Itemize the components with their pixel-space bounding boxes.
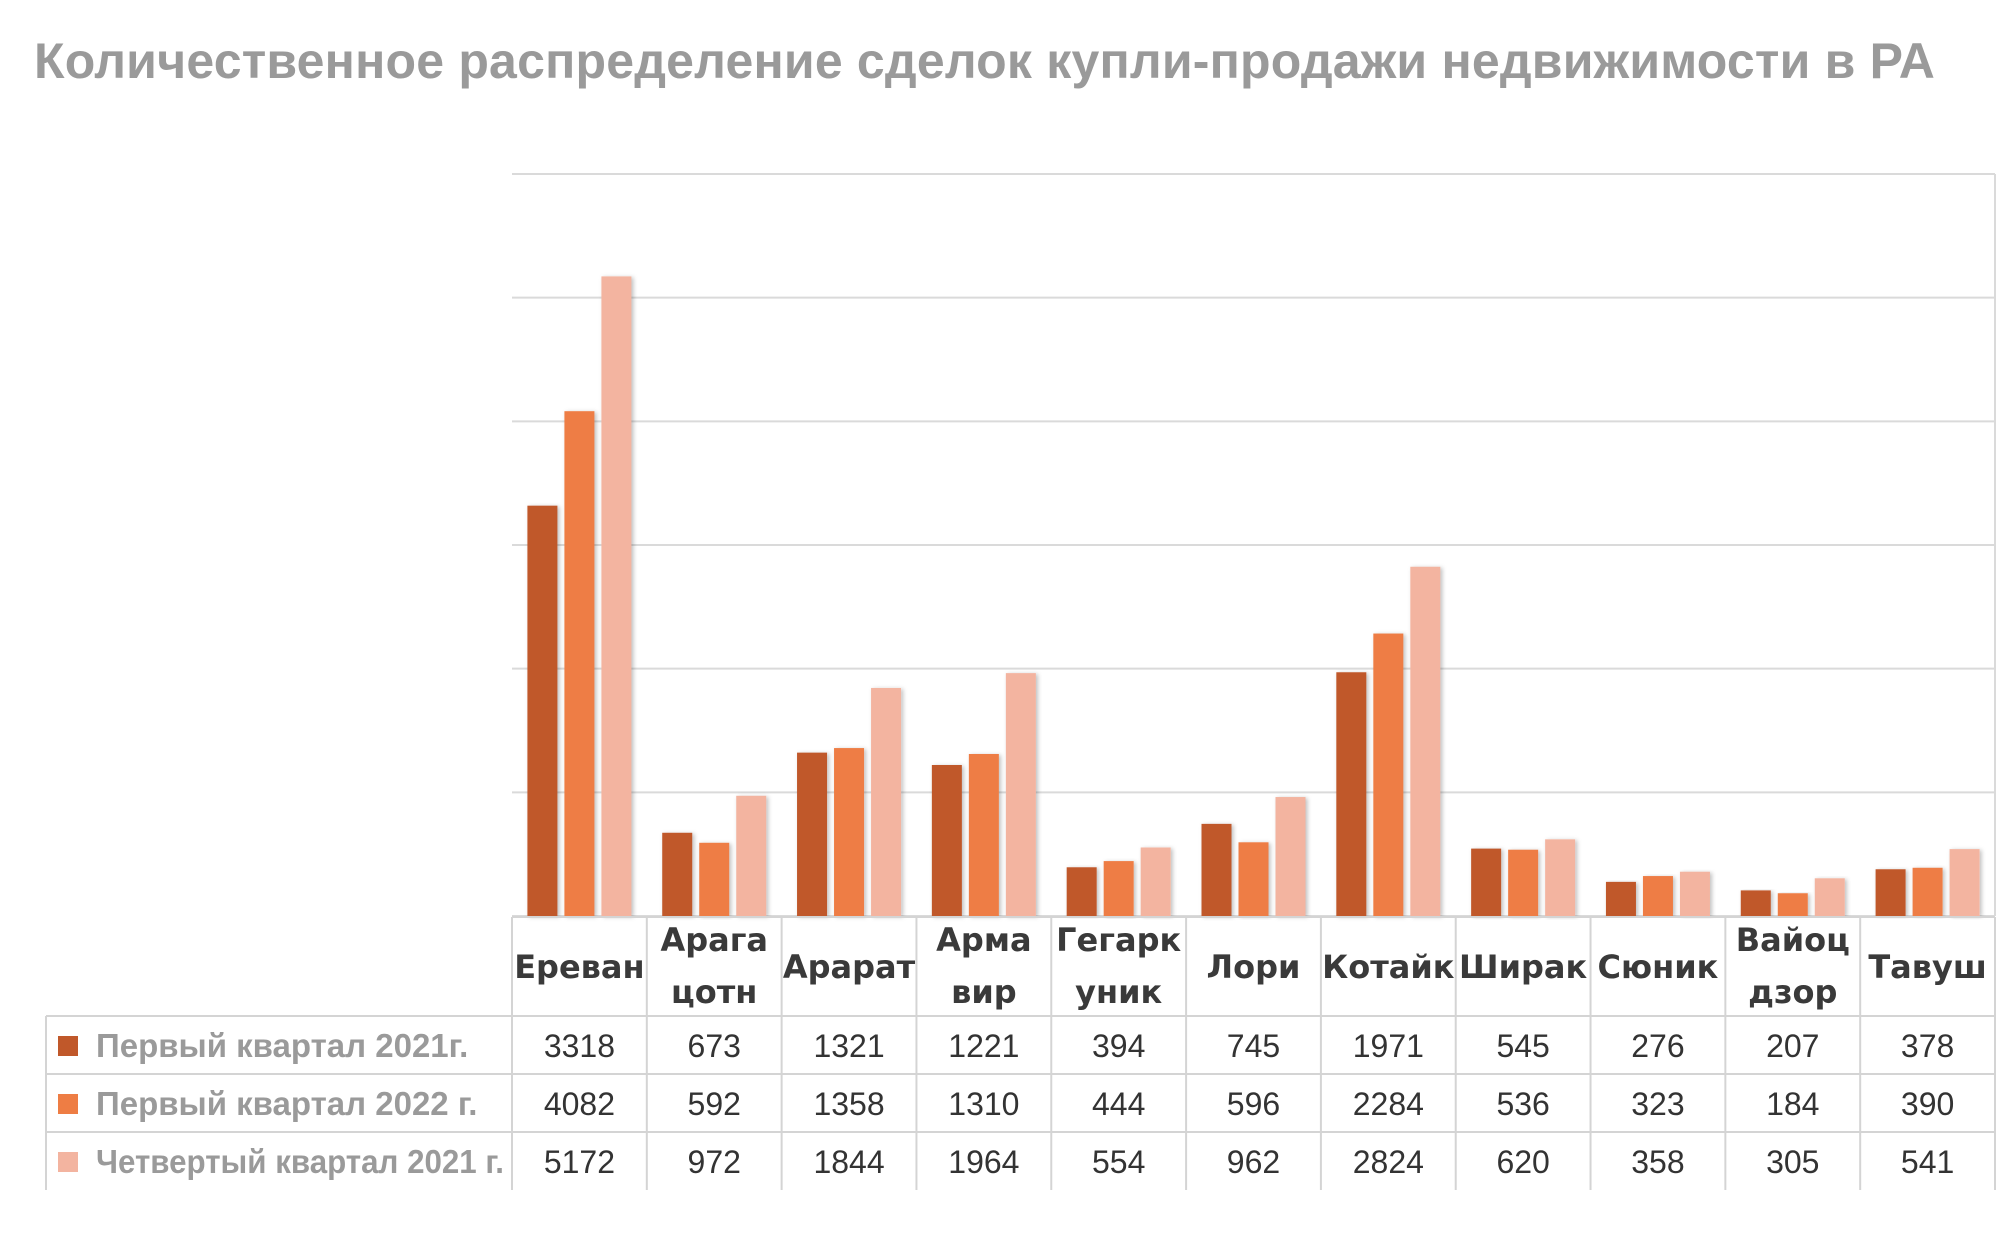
data-label: 358: [1631, 1144, 1684, 1180]
bar-series-3-11: [1949, 849, 1980, 916]
data-label: 1221: [948, 1028, 1019, 1064]
bar-series-3-7: [1410, 566, 1441, 916]
data-label: 541: [1901, 1144, 1954, 1180]
data-label: 207: [1766, 1028, 1819, 1064]
bar-series-3-2: [736, 795, 767, 916]
bar-series-1-4: [931, 765, 962, 916]
bar-series-1-10: [1740, 890, 1771, 916]
data-label: 1310: [948, 1086, 1019, 1122]
data-label: 1971: [1353, 1028, 1424, 1064]
bar-series-2-5: [1103, 861, 1134, 916]
data-label: 2284: [1353, 1086, 1424, 1122]
gridlines: [512, 173, 1996, 917]
bar-series-1-6: [1201, 823, 1232, 916]
data-label: 962: [1227, 1144, 1280, 1180]
bar-series-2-4: [968, 753, 999, 916]
data-label: 5172: [544, 1144, 615, 1180]
x-tick-label: Ереван: [514, 948, 644, 986]
legend-label: Первый квартал 2022 г.: [96, 1085, 477, 1122]
bar-series-1-5: [1066, 867, 1097, 916]
data-label: 390: [1901, 1086, 1954, 1122]
data-label: 2824: [1353, 1144, 1424, 1180]
bar-series-2-6: [1238, 842, 1269, 916]
bars: [527, 276, 1980, 916]
bar-series-1-11: [1875, 869, 1906, 916]
bar-series-3-8: [1545, 839, 1576, 916]
data-label: 620: [1496, 1144, 1549, 1180]
data-label: 1964: [948, 1144, 1019, 1180]
data-table: Ереван Арага цотн Арарат Арма вир Гегарк уник Ло…: [45, 916, 1996, 1190]
bar-series-1-7: [1336, 672, 1367, 916]
bar-series-3-4: [1005, 673, 1036, 916]
x-tick-label: Вайоц дзор: [1736, 921, 1850, 1011]
data-label: 305: [1766, 1144, 1819, 1180]
bar-series-2-7: [1373, 633, 1404, 916]
data-label: 673: [688, 1028, 741, 1064]
data-label: 972: [688, 1144, 741, 1180]
data-label: 378: [1901, 1028, 1954, 1064]
data-label: 536: [1496, 1086, 1549, 1122]
bar-series-1-9: [1605, 881, 1636, 916]
data-label: 1358: [813, 1086, 884, 1122]
x-tick-label: Лори: [1207, 948, 1301, 986]
x-tick-label: Сюник: [1598, 948, 1719, 986]
legend-swatch: [58, 1094, 78, 1114]
bar-series-3-5: [1140, 847, 1171, 916]
data-label: 276: [1631, 1028, 1684, 1064]
x-tick-label: Арарат: [783, 948, 916, 986]
data-label: 394: [1092, 1028, 1145, 1064]
bar-series-2-10: [1777, 893, 1808, 916]
data-label: 4082: [544, 1086, 615, 1122]
x-tick-label: Ширак: [1459, 948, 1587, 986]
data-label: 745: [1227, 1028, 1280, 1064]
data-label: 545: [1496, 1028, 1549, 1064]
data-label: 184: [1766, 1086, 1819, 1122]
data-label: 554: [1092, 1144, 1145, 1180]
bar-series-2-1: [564, 411, 595, 916]
data-label: 1844: [813, 1144, 884, 1180]
x-tick-label: Тавуш: [1868, 948, 1987, 986]
data-label: 3318: [544, 1028, 615, 1064]
bar-series-2-3: [834, 748, 865, 916]
bar-series-2-2: [699, 842, 730, 916]
x-tick-label: Котайк: [1322, 948, 1455, 986]
x-tick-label: Арма вир: [936, 921, 1031, 1011]
bar-series-3-9: [1679, 871, 1710, 916]
bar-series-2-11: [1912, 867, 1943, 916]
bar-series-2-9: [1642, 876, 1673, 916]
legend-label: Четвертый квартал 2021 г.: [96, 1143, 504, 1180]
x-tick-label: Гегарк уник: [1056, 921, 1181, 1011]
chart-title: Количественное распределение сделок купл…: [34, 33, 1936, 89]
data-label: 596: [1227, 1086, 1280, 1122]
legend-swatch: [58, 1152, 78, 1172]
data-label: 1321: [813, 1028, 884, 1064]
legend-label: Первый квартал 2021г.: [96, 1027, 468, 1064]
bar-series-1-1: [527, 505, 558, 916]
bar-series-3-1: [601, 276, 632, 916]
bar-series-2-8: [1508, 849, 1539, 916]
bar-series-3-3: [871, 687, 902, 916]
bar-series-1-3: [797, 752, 828, 916]
legend-swatch: [58, 1036, 78, 1056]
x-tick-label: Арага цотн: [660, 921, 768, 1011]
bar-series-1-2: [662, 832, 693, 916]
bar-series-3-6: [1275, 797, 1306, 916]
bar-series-3-10: [1814, 878, 1845, 916]
bar-series-1-8: [1471, 848, 1502, 916]
data-label: 444: [1092, 1086, 1145, 1122]
data-label: 323: [1631, 1086, 1684, 1122]
data-label: 592: [688, 1086, 741, 1122]
